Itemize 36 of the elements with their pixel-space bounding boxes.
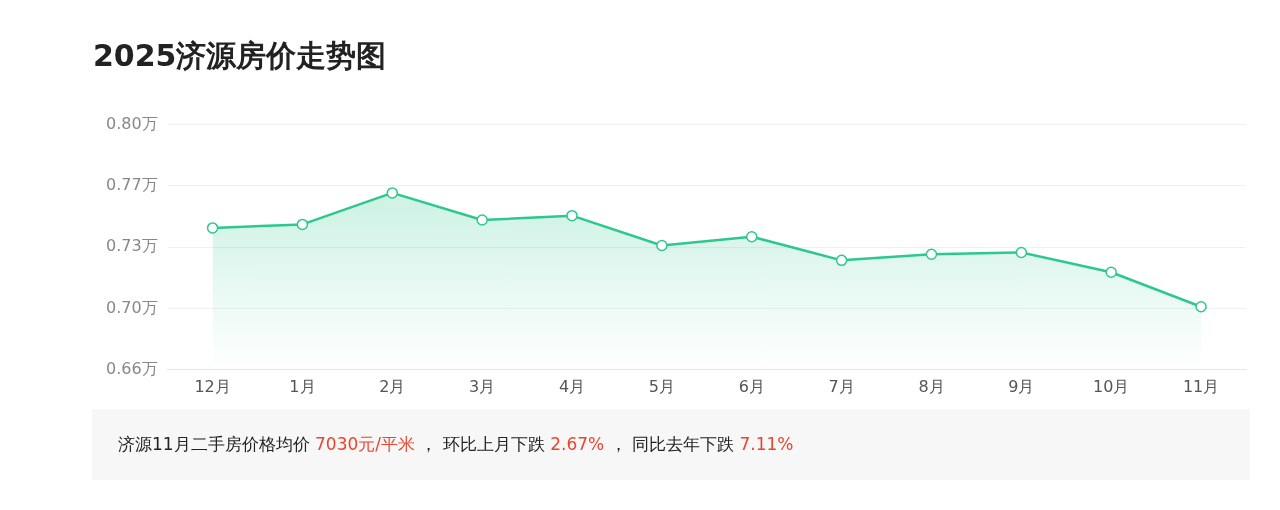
y-tick-label: 0.66万 [106, 358, 158, 378]
text: 2.67% [550, 434, 605, 454]
point [296, 218, 309, 231]
x-tick-label: 1月 [289, 376, 316, 396]
text: 济源11月二手房价格均价 [118, 434, 311, 454]
text: 7030元/平米 [315, 434, 416, 454]
x-tick-label: 11月 [1182, 376, 1220, 396]
text: ， 环比上月下跌 [419, 434, 546, 454]
chart-title: 2025济源房价走势图 [92, 37, 388, 75]
x-tick-label: 6月 [738, 376, 765, 396]
text: 7.11% [739, 434, 794, 454]
x-tick-label: 5月 [648, 376, 675, 396]
point [835, 254, 848, 267]
x-tick-label: 8月 [918, 376, 945, 396]
point [206, 222, 219, 234]
y-tick-label: 0.70万 [106, 297, 158, 317]
point [1015, 246, 1028, 259]
text: ， 同比去年下跌 [608, 434, 736, 454]
x-tick-label: 3月 [469, 376, 496, 396]
x-tick-label: 9月 [1008, 376, 1035, 396]
point [566, 209, 578, 222]
x-tick-label: 7月 [828, 376, 855, 396]
point [386, 187, 399, 199]
point [925, 248, 938, 260]
point [476, 214, 488, 226]
y-tick-label: 0.73万 [106, 236, 158, 256]
x-tick-label: 10月 [1093, 376, 1130, 396]
point [1105, 266, 1117, 278]
point [656, 239, 668, 252]
x-tick-label: 12月 [194, 376, 231, 396]
point [746, 230, 758, 243]
x-tick-label: 4月 [558, 376, 586, 396]
x-tick-label: 2月 [379, 376, 406, 396]
point [1195, 301, 1207, 313]
y-tick-label: 0.77万 [106, 175, 158, 195]
y-tick-label: 0.80万 [106, 113, 158, 133]
